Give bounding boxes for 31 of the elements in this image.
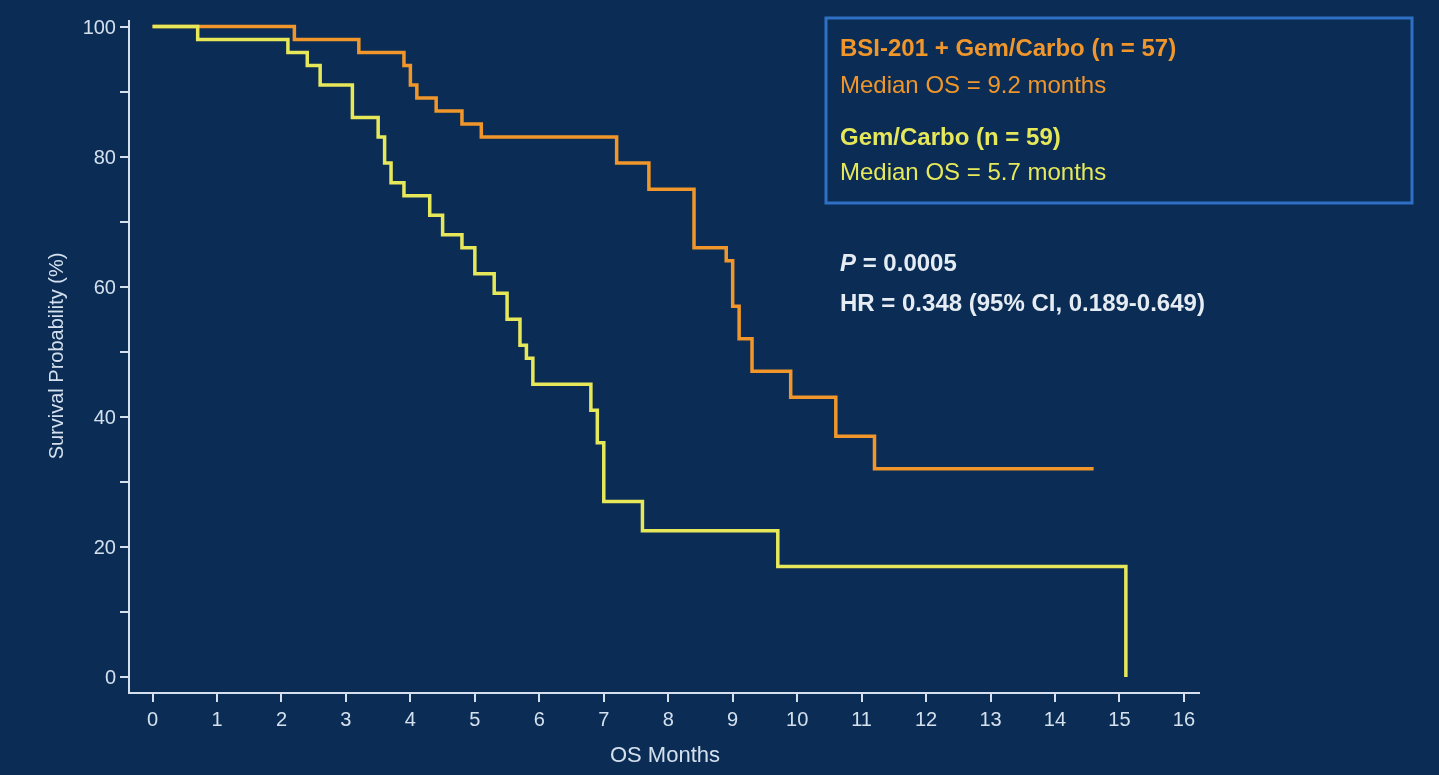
x-tick-label: 16 <box>1172 708 1196 730</box>
x-tick-label: 14 <box>1043 708 1067 730</box>
x-tick-label: 9 <box>727 708 739 730</box>
y-axis-title: Survival Probability (%) <box>44 252 67 460</box>
x-tick-label: 8 <box>662 708 674 730</box>
x-axis-title: OS Months <box>609 742 721 768</box>
x-tick-label: 6 <box>533 708 545 730</box>
y-tick-label: 100 <box>82 15 116 38</box>
x-tick-label: 4 <box>404 708 416 730</box>
annotation: HR = 0.348 (95% CI, 0.189-0.649) <box>840 289 1205 316</box>
x-tick-label: 5 <box>469 708 481 730</box>
x-tick-label: 11 <box>851 708 872 730</box>
x-tick-label: 10 <box>786 708 809 730</box>
annotation: Median OS = 9.2 months <box>840 71 1107 98</box>
annotation: Median OS = 5.7 months <box>840 158 1107 185</box>
x-tick-label: 15 <box>1108 708 1131 730</box>
text: BSI-201 + Gem/Carbo (n = 57) <box>840 34 1177 61</box>
text: Gem/Carbo (n = 59) <box>840 123 1061 150</box>
x-tick-label: 0 <box>147 708 159 730</box>
y-tick-label: 60 <box>93 275 116 298</box>
x-tick-label: 2 <box>275 708 288 730</box>
x-tick-label: 3 <box>340 708 352 730</box>
x-tick-label: 12 <box>914 708 938 730</box>
y-tick-label: 40 <box>93 405 116 428</box>
x-tick-label: 1 <box>211 708 223 730</box>
annotation: P = 0.0005 <box>840 249 957 276</box>
y-tick-label: 20 <box>93 535 116 558</box>
y-tick-label: 0 <box>104 666 116 689</box>
x-tick-label: 13 <box>979 708 1002 730</box>
x-tick-label: 7 <box>598 708 610 730</box>
y-tick-label: 80 <box>93 145 116 168</box>
